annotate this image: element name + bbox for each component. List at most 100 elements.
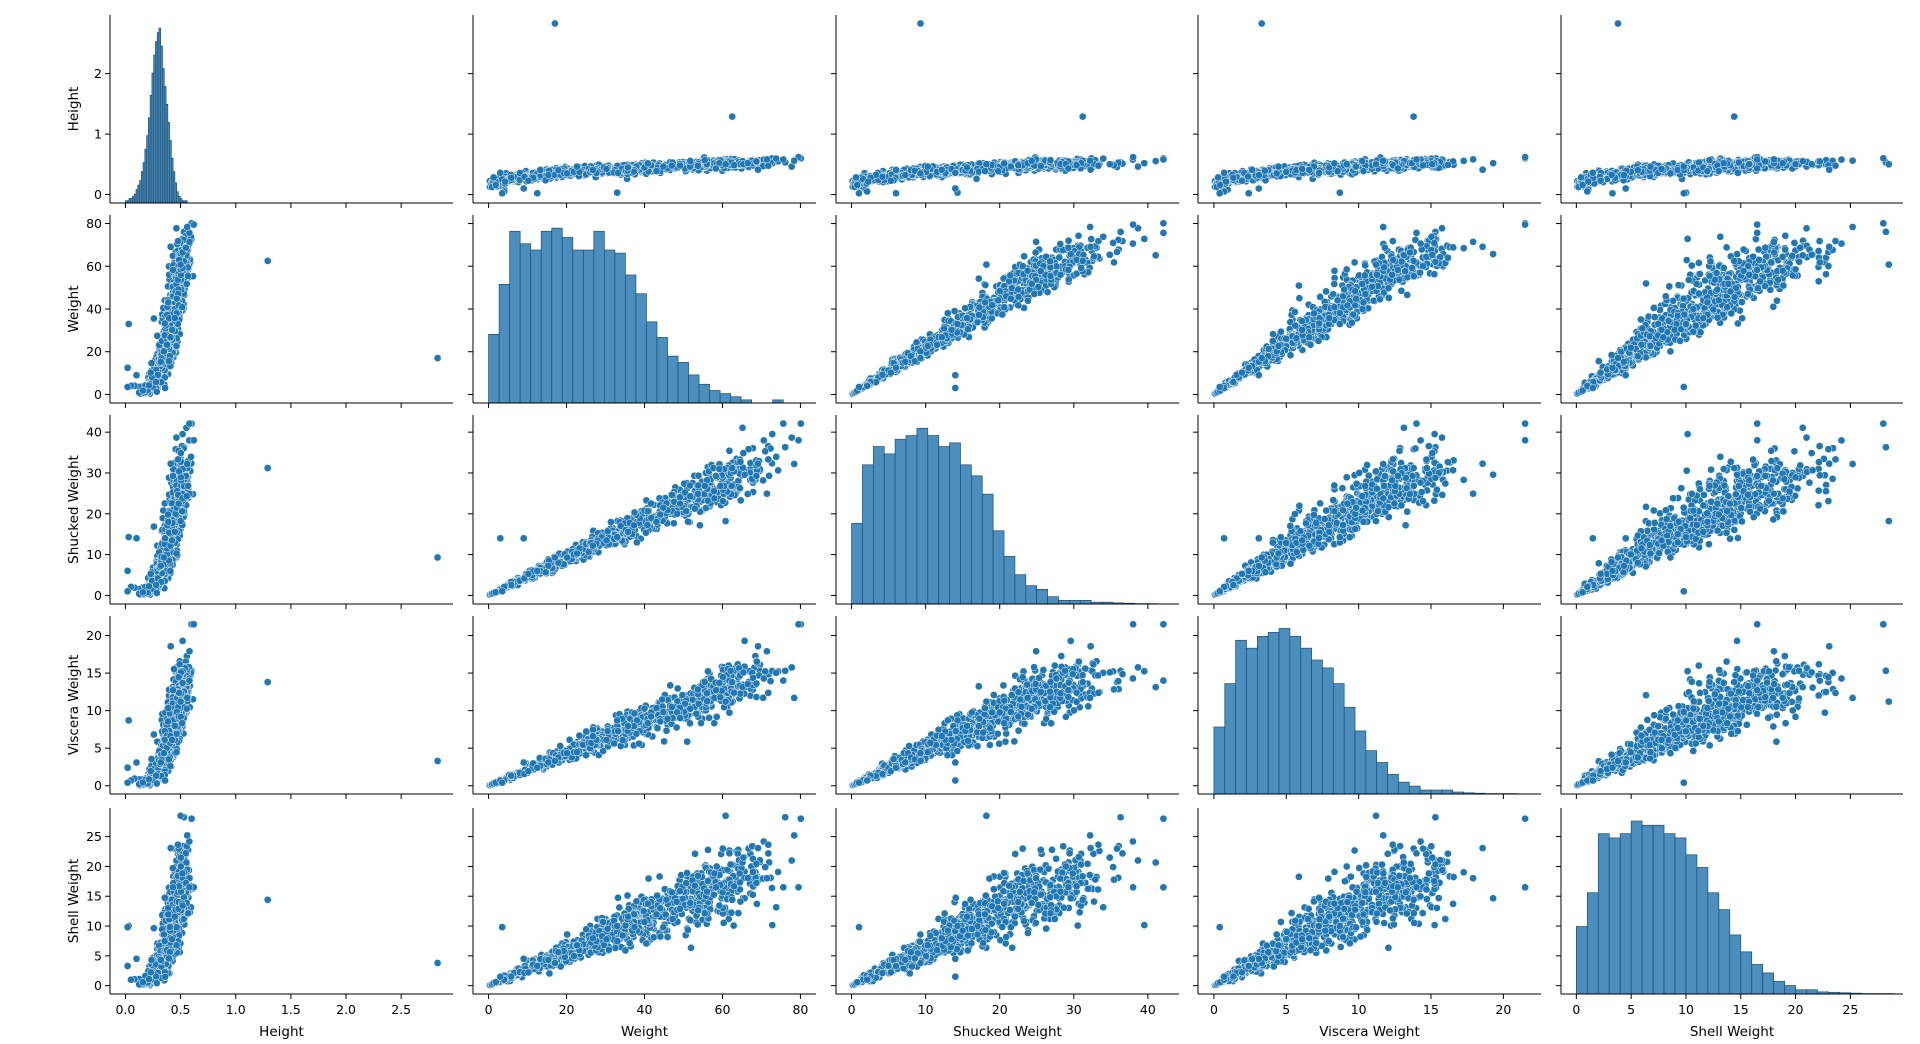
scatter-point xyxy=(1215,189,1224,198)
scatter-point xyxy=(892,166,900,174)
scatter-point xyxy=(1428,160,1437,169)
scatter-point xyxy=(1272,169,1281,178)
scatter-point xyxy=(1099,154,1108,163)
scatter-point xyxy=(145,381,153,390)
histogram-bar xyxy=(519,243,532,404)
scatter-point xyxy=(1036,162,1045,171)
scatter-point xyxy=(189,220,198,229)
scatter-point xyxy=(1072,161,1081,170)
scatter-point xyxy=(1703,167,1712,175)
scatter-point xyxy=(1086,156,1094,165)
scatter-point xyxy=(790,156,799,165)
panel-height-vs-height: 012 xyxy=(94,15,453,208)
scatter-point xyxy=(123,383,132,391)
scatter-point xyxy=(496,168,505,177)
scatter-point xyxy=(754,165,762,174)
scatter-point xyxy=(182,280,191,288)
scatter-point xyxy=(1666,169,1675,178)
scatter-point xyxy=(728,112,737,121)
scatter-point xyxy=(1305,165,1314,174)
scatter-point xyxy=(1608,189,1617,198)
y-tick-label: 80 xyxy=(86,216,102,231)
histogram-bar xyxy=(667,355,679,404)
scatter-point xyxy=(1489,159,1497,168)
scatter-point xyxy=(160,319,169,328)
scatter-point xyxy=(551,19,559,28)
scatter-point xyxy=(643,159,652,168)
scatter-point xyxy=(613,188,622,197)
scatter-point xyxy=(916,169,925,178)
histogram-bar xyxy=(582,249,595,404)
scatter-point xyxy=(772,154,781,163)
scatter-point xyxy=(1879,154,1888,163)
scatter-point xyxy=(160,347,168,356)
scatter-point xyxy=(183,223,192,231)
scatter-point xyxy=(433,354,442,362)
histogram-bar xyxy=(730,396,742,404)
scatter-point xyxy=(132,371,141,380)
scatter-point xyxy=(855,189,863,198)
scatter-point xyxy=(589,165,597,174)
scatter-point xyxy=(1214,173,1222,182)
scatter-point xyxy=(624,163,632,172)
scatter-point xyxy=(1229,173,1238,182)
scatter-point xyxy=(563,169,571,178)
scatter-point xyxy=(1359,167,1368,175)
scatter-point xyxy=(1282,168,1291,176)
scatter-point xyxy=(1330,159,1339,168)
scatter-point xyxy=(1778,159,1787,168)
scatter-point xyxy=(963,163,971,172)
scatter-point xyxy=(1220,168,1228,177)
y-tick-label: 20 xyxy=(86,344,102,359)
scatter-point xyxy=(123,363,132,372)
scatter-point xyxy=(573,162,581,171)
scatter-point xyxy=(1238,176,1246,185)
scatter-point xyxy=(1837,155,1846,164)
histogram-bar xyxy=(593,230,605,404)
scatter-point xyxy=(501,177,510,186)
scatter-point xyxy=(1584,177,1593,186)
scatter-point xyxy=(1577,173,1585,182)
scatter-point xyxy=(1825,165,1834,174)
scatter-point xyxy=(152,378,161,386)
scatter-point xyxy=(1244,189,1253,198)
scatter-point xyxy=(1094,161,1103,170)
scatter-point xyxy=(614,169,622,177)
scatter-point xyxy=(1831,161,1840,170)
scatter-point xyxy=(667,161,676,170)
scatter-point xyxy=(892,189,900,198)
scatter-point xyxy=(1444,161,1452,169)
histogram-bar xyxy=(698,383,710,404)
scatter-point xyxy=(544,171,553,179)
y-tick-label: 2 xyxy=(94,66,102,81)
scatter-point xyxy=(1222,177,1230,186)
scatter-point xyxy=(491,181,500,189)
scatter-point xyxy=(1074,231,1083,240)
scatter-point xyxy=(1335,188,1344,197)
scatter-point xyxy=(1315,169,1323,177)
scatter-point xyxy=(700,156,709,165)
scatter-point xyxy=(154,370,162,379)
scatter-point xyxy=(694,161,702,170)
scatter-point xyxy=(1583,187,1592,196)
scatter-point xyxy=(1679,162,1688,171)
scatter-point xyxy=(1043,288,1052,296)
scatter-point xyxy=(166,333,175,342)
panel-height-vs-viscera-weight xyxy=(1193,15,1541,208)
scatter-point xyxy=(533,189,542,198)
scatter-point xyxy=(1791,160,1800,169)
scatter-point xyxy=(1379,156,1388,165)
scatter-point xyxy=(852,173,860,182)
scatter-point xyxy=(1753,164,1762,173)
scatter-point xyxy=(730,161,738,170)
scatter-point xyxy=(1105,160,1114,169)
scatter-point xyxy=(161,384,169,392)
panel-weight-vs-weight xyxy=(468,215,816,408)
scatter-point xyxy=(1159,155,1168,164)
scatter-point xyxy=(1753,155,1762,164)
scatter-point xyxy=(864,177,873,186)
scatter-point xyxy=(1046,156,1055,165)
histogram-bar xyxy=(509,230,521,404)
scatter-point xyxy=(1588,168,1597,177)
